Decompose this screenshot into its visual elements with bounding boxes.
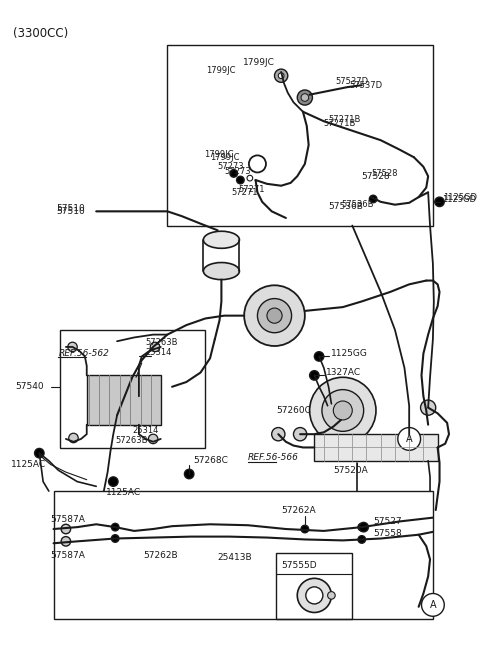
Circle shape	[328, 591, 335, 599]
Text: 25413B: 25413B	[217, 553, 252, 562]
Text: REF.56-566: REF.56-566	[248, 453, 299, 462]
Circle shape	[421, 593, 444, 616]
Circle shape	[68, 342, 77, 352]
Circle shape	[297, 578, 331, 612]
Circle shape	[420, 400, 436, 415]
Circle shape	[435, 197, 444, 206]
Circle shape	[275, 69, 288, 83]
Circle shape	[359, 523, 368, 532]
Circle shape	[301, 525, 309, 533]
Text: 57273: 57273	[224, 167, 251, 176]
Text: 25314: 25314	[145, 348, 172, 357]
Text: A: A	[430, 600, 436, 610]
Circle shape	[297, 90, 312, 105]
Circle shape	[310, 377, 376, 443]
Circle shape	[35, 449, 44, 458]
Circle shape	[278, 73, 284, 79]
Text: 57262A: 57262A	[281, 506, 316, 515]
Text: 1125AC: 1125AC	[106, 489, 141, 498]
Text: REF.56-562: REF.56-562	[58, 349, 109, 358]
Circle shape	[244, 286, 305, 346]
Circle shape	[322, 390, 364, 432]
Circle shape	[61, 524, 71, 534]
Circle shape	[184, 469, 194, 479]
Text: 57263B: 57263B	[115, 436, 148, 445]
Circle shape	[150, 342, 160, 352]
Text: 1125GD: 1125GD	[443, 195, 476, 204]
Circle shape	[272, 428, 285, 441]
Circle shape	[148, 434, 158, 443]
Circle shape	[398, 428, 420, 450]
Text: 1125GD: 1125GD	[444, 193, 477, 202]
Circle shape	[333, 401, 352, 420]
Text: 1125GG: 1125GG	[331, 349, 368, 358]
Text: 57536B: 57536B	[341, 200, 373, 209]
Ellipse shape	[204, 231, 240, 248]
Text: 1799JC: 1799JC	[243, 58, 275, 67]
Text: 57587A: 57587A	[51, 515, 85, 524]
Text: 57555D: 57555D	[281, 561, 317, 570]
Text: (3300CC): (3300CC)	[13, 28, 68, 41]
Circle shape	[267, 308, 282, 323]
Circle shape	[310, 371, 319, 380]
Circle shape	[237, 176, 244, 184]
Text: 1799JC: 1799JC	[206, 66, 236, 75]
Circle shape	[69, 433, 78, 443]
Text: 1125AC: 1125AC	[11, 460, 46, 469]
Text: 57510: 57510	[56, 207, 85, 216]
Circle shape	[247, 176, 252, 181]
Text: 57587A: 57587A	[51, 551, 85, 560]
Text: 25314: 25314	[132, 426, 158, 435]
Circle shape	[369, 195, 377, 203]
Text: 57527: 57527	[373, 517, 402, 526]
Text: 1327AC: 1327AC	[326, 368, 361, 377]
Text: 57271: 57271	[239, 185, 265, 194]
Bar	[87, 375, 161, 424]
Bar	[314, 434, 438, 460]
Text: 57536B: 57536B	[329, 202, 363, 211]
Text: 57540: 57540	[16, 383, 44, 391]
Text: 57271: 57271	[231, 188, 257, 197]
Circle shape	[61, 536, 71, 546]
Text: 57558: 57558	[373, 529, 402, 538]
Text: A: A	[406, 434, 412, 444]
Text: 57262B: 57262B	[144, 551, 178, 560]
Text: 57537D: 57537D	[335, 77, 368, 86]
Bar	[276, 553, 352, 619]
Text: 57528: 57528	[371, 169, 398, 178]
Text: 57271B: 57271B	[329, 115, 361, 124]
Circle shape	[257, 299, 291, 333]
Circle shape	[358, 536, 366, 543]
Text: 57263B: 57263B	[145, 338, 178, 346]
Text: 57268C: 57268C	[193, 457, 228, 465]
Text: 57260C: 57260C	[276, 406, 312, 415]
Circle shape	[306, 587, 323, 604]
Bar	[54, 491, 433, 619]
Bar	[60, 330, 205, 449]
Text: 1799JC: 1799JC	[210, 153, 240, 162]
Text: 57528: 57528	[362, 172, 390, 181]
Ellipse shape	[204, 263, 240, 280]
Text: 57510: 57510	[56, 204, 85, 213]
Circle shape	[108, 477, 118, 487]
Bar	[168, 45, 433, 225]
Circle shape	[314, 352, 324, 361]
Circle shape	[230, 170, 238, 178]
Text: 57271B: 57271B	[324, 119, 356, 128]
Circle shape	[111, 523, 119, 531]
Text: 57520A: 57520A	[333, 466, 368, 475]
Circle shape	[301, 94, 309, 102]
Text: 1799JC: 1799JC	[204, 150, 234, 159]
Circle shape	[111, 534, 119, 542]
Circle shape	[358, 523, 366, 531]
Circle shape	[293, 428, 307, 441]
Text: 57537D: 57537D	[349, 81, 383, 90]
Text: 57273: 57273	[217, 162, 244, 171]
